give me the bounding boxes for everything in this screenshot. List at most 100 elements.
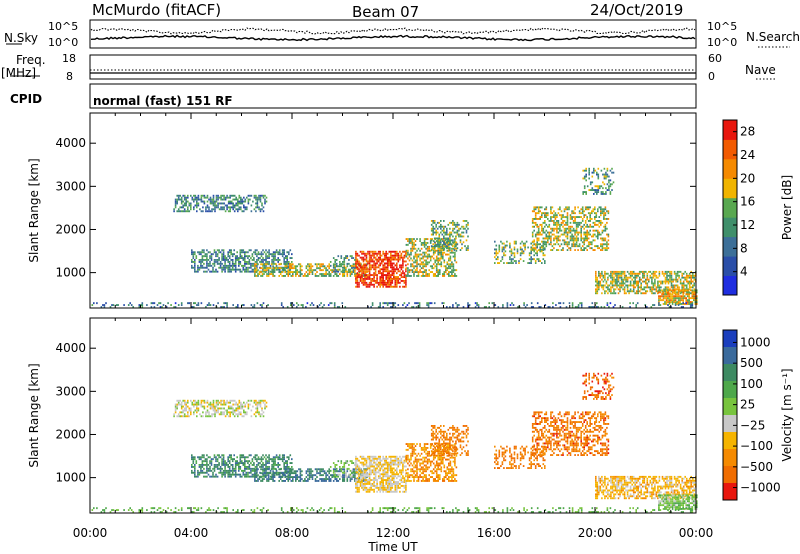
echo-cell [351, 255, 353, 258]
echo-cell [586, 229, 588, 232]
echo-cell [331, 474, 333, 477]
echo-cell [594, 185, 597, 188]
echo-cell [289, 273, 291, 275]
echo-cell [595, 288, 597, 291]
echo-cell [229, 411, 231, 414]
echo-cell [663, 280, 665, 283]
echo-cell [413, 243, 415, 246]
echo-cell [510, 262, 513, 264]
echo-cell [459, 233, 462, 236]
echo-cell [361, 265, 364, 268]
echo-cell [265, 469, 267, 472]
echo-cell [206, 405, 209, 408]
echo-cell [583, 239, 585, 242]
echo-cell [275, 456, 278, 459]
echo-cell [667, 293, 669, 296]
echo-cell [386, 270, 389, 273]
echo-cell [236, 473, 238, 476]
echo-cell [244, 262, 246, 265]
echo-cell [289, 472, 291, 475]
echo-cell [385, 268, 387, 271]
echo-cell [560, 216, 563, 218]
echo-cell [637, 274, 639, 277]
echo-cell [400, 272, 403, 275]
echo-cell [374, 256, 377, 259]
echo-cell [495, 258, 498, 261]
echo-cell [257, 468, 259, 471]
echo-cell [649, 288, 652, 291]
echo-cell [222, 462, 225, 464]
echo-cell [575, 245, 578, 248]
echo-cell [293, 267, 296, 270]
echo-cell [449, 265, 452, 268]
echo-cell [228, 456, 231, 459]
echo-cell [598, 221, 601, 224]
echo-cell [562, 221, 564, 224]
echo-cell [465, 223, 468, 226]
echo-cell [613, 292, 615, 295]
echo-cell [383, 256, 386, 259]
echo-cell [281, 251, 284, 254]
echo-cell [220, 208, 222, 211]
echo-cell [248, 467, 251, 470]
echo-cell [182, 415, 184, 418]
echo-cell [601, 229, 604, 232]
echo-cell [681, 288, 683, 291]
echo-cell [583, 227, 585, 230]
echo-cell [364, 252, 366, 255]
echo-cell [203, 202, 206, 205]
echo-cell [196, 200, 198, 203]
echo-cell [608, 288, 611, 291]
echo-cell [230, 249, 232, 252]
echo-cell [662, 295, 665, 298]
echo-cell [449, 227, 451, 230]
echo-cell [383, 258, 386, 261]
echo-cell [587, 225, 590, 228]
echo-cell [240, 206, 242, 209]
echo-cell [596, 171, 598, 174]
echo-cell [696, 299, 698, 302]
echo-cell [311, 474, 314, 477]
echo-cell [256, 454, 258, 457]
echo-cell [302, 306, 304, 308]
echo-cell [213, 259, 216, 261]
echo-cell [581, 245, 584, 248]
echo-cell [423, 245, 426, 248]
echo-cell [608, 181, 610, 184]
echo-cell [552, 302, 554, 305]
echo-cell [678, 274, 680, 277]
echo-cell [346, 257, 349, 259]
echo-cell [604, 218, 607, 220]
echo-cell [657, 284, 659, 287]
echo-cell [247, 407, 250, 410]
echo-cell [231, 469, 234, 472]
echo-cell [443, 227, 445, 230]
echo-cell [210, 255, 213, 258]
echo-cell [232, 304, 234, 306]
echo-cell [286, 466, 288, 468]
echo-cell [452, 267, 455, 270]
echo-cell [173, 415, 175, 418]
echo-cell [578, 216, 581, 218]
echo-cell [604, 208, 607, 211]
echo-cell [416, 238, 418, 240]
echo-cell [227, 456, 229, 459]
echo-cell [225, 259, 228, 261]
echo-cell [586, 218, 588, 220]
echo-cell [385, 283, 387, 286]
echo-cell [230, 268, 232, 271]
echo-cell [176, 194, 178, 197]
echo-cell [581, 208, 584, 211]
echo-cell [598, 220, 601, 222]
echo-cell [664, 293, 666, 296]
echo-cell [253, 304, 256, 306]
echo-cell [513, 242, 516, 245]
echo-cell [580, 229, 582, 232]
echo-cell [453, 221, 456, 224]
echo-cell [219, 264, 222, 267]
echo-cell [228, 257, 231, 259]
echo-cell [432, 251, 435, 254]
echo-cell [388, 264, 391, 267]
echo-cell [299, 468, 302, 471]
echo-cell [405, 255, 408, 258]
